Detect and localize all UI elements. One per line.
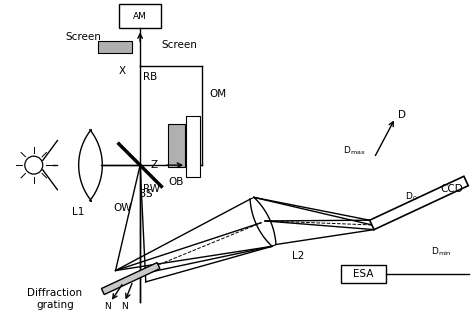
Text: L2: L2: [292, 251, 305, 261]
Polygon shape: [101, 263, 160, 294]
Text: CCD: CCD: [441, 184, 464, 194]
Bar: [119, 4, 161, 28]
Text: D$_0$: D$_0$: [405, 191, 418, 203]
Text: Z: Z: [151, 160, 158, 170]
Text: D$_{\rm max}$: D$_{\rm max}$: [343, 145, 365, 157]
Text: RB: RB: [144, 72, 158, 82]
Text: AM: AM: [133, 12, 147, 21]
Text: RW: RW: [144, 184, 160, 194]
Text: D$_{\rm min}$: D$_{\rm min}$: [431, 245, 451, 258]
Text: OW: OW: [113, 203, 131, 213]
Text: Screen: Screen: [65, 31, 101, 42]
Bar: [186, 116, 200, 177]
Bar: [341, 265, 386, 283]
Bar: [168, 124, 185, 166]
Polygon shape: [370, 176, 468, 229]
Text: OM: OM: [210, 89, 227, 99]
Text: ESA: ESA: [353, 269, 374, 279]
Text: D: D: [399, 110, 406, 120]
Bar: [98, 41, 132, 53]
Text: X: X: [118, 66, 126, 76]
Text: Diffraction
grating: Diffraction grating: [27, 288, 82, 310]
Text: N: N: [121, 303, 128, 312]
Text: BS: BS: [139, 189, 153, 199]
Text: OB: OB: [169, 177, 184, 187]
Text: L1: L1: [73, 207, 85, 217]
Text: Screen: Screen: [162, 40, 197, 50]
Text: N: N: [104, 303, 111, 312]
